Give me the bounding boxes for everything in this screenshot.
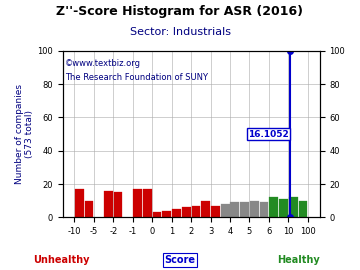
Text: Healthy: Healthy (278, 255, 320, 265)
Bar (182, 207, 190, 217)
Text: Sector: Industrials: Sector: Industrials (130, 27, 230, 37)
Bar (298, 201, 307, 217)
Text: Score: Score (165, 255, 195, 265)
Bar (230, 202, 239, 217)
Bar (114, 193, 122, 217)
Bar (289, 197, 298, 217)
Bar (240, 202, 249, 217)
Text: Unhealthy: Unhealthy (33, 255, 89, 265)
Bar (143, 189, 152, 217)
Y-axis label: Number of companies
(573 total): Number of companies (573 total) (15, 84, 35, 184)
Bar (260, 202, 269, 217)
Bar (269, 197, 278, 217)
Bar (211, 206, 220, 217)
Bar (104, 191, 113, 217)
Text: ©www.textbiz.org: ©www.textbiz.org (65, 59, 141, 68)
Bar (172, 209, 181, 217)
Bar (192, 206, 200, 217)
Bar (250, 201, 259, 217)
Text: The Research Foundation of SUNY: The Research Foundation of SUNY (65, 73, 208, 82)
Bar (75, 189, 84, 217)
Text: Z''-Score Histogram for ASR (2016): Z''-Score Histogram for ASR (2016) (57, 5, 303, 18)
Bar (153, 212, 161, 217)
Bar (279, 199, 288, 217)
Text: 16.1052: 16.1052 (248, 130, 289, 139)
Bar (133, 189, 142, 217)
Bar (221, 204, 230, 217)
Bar (85, 201, 93, 217)
Bar (162, 211, 171, 217)
Bar (201, 201, 210, 217)
